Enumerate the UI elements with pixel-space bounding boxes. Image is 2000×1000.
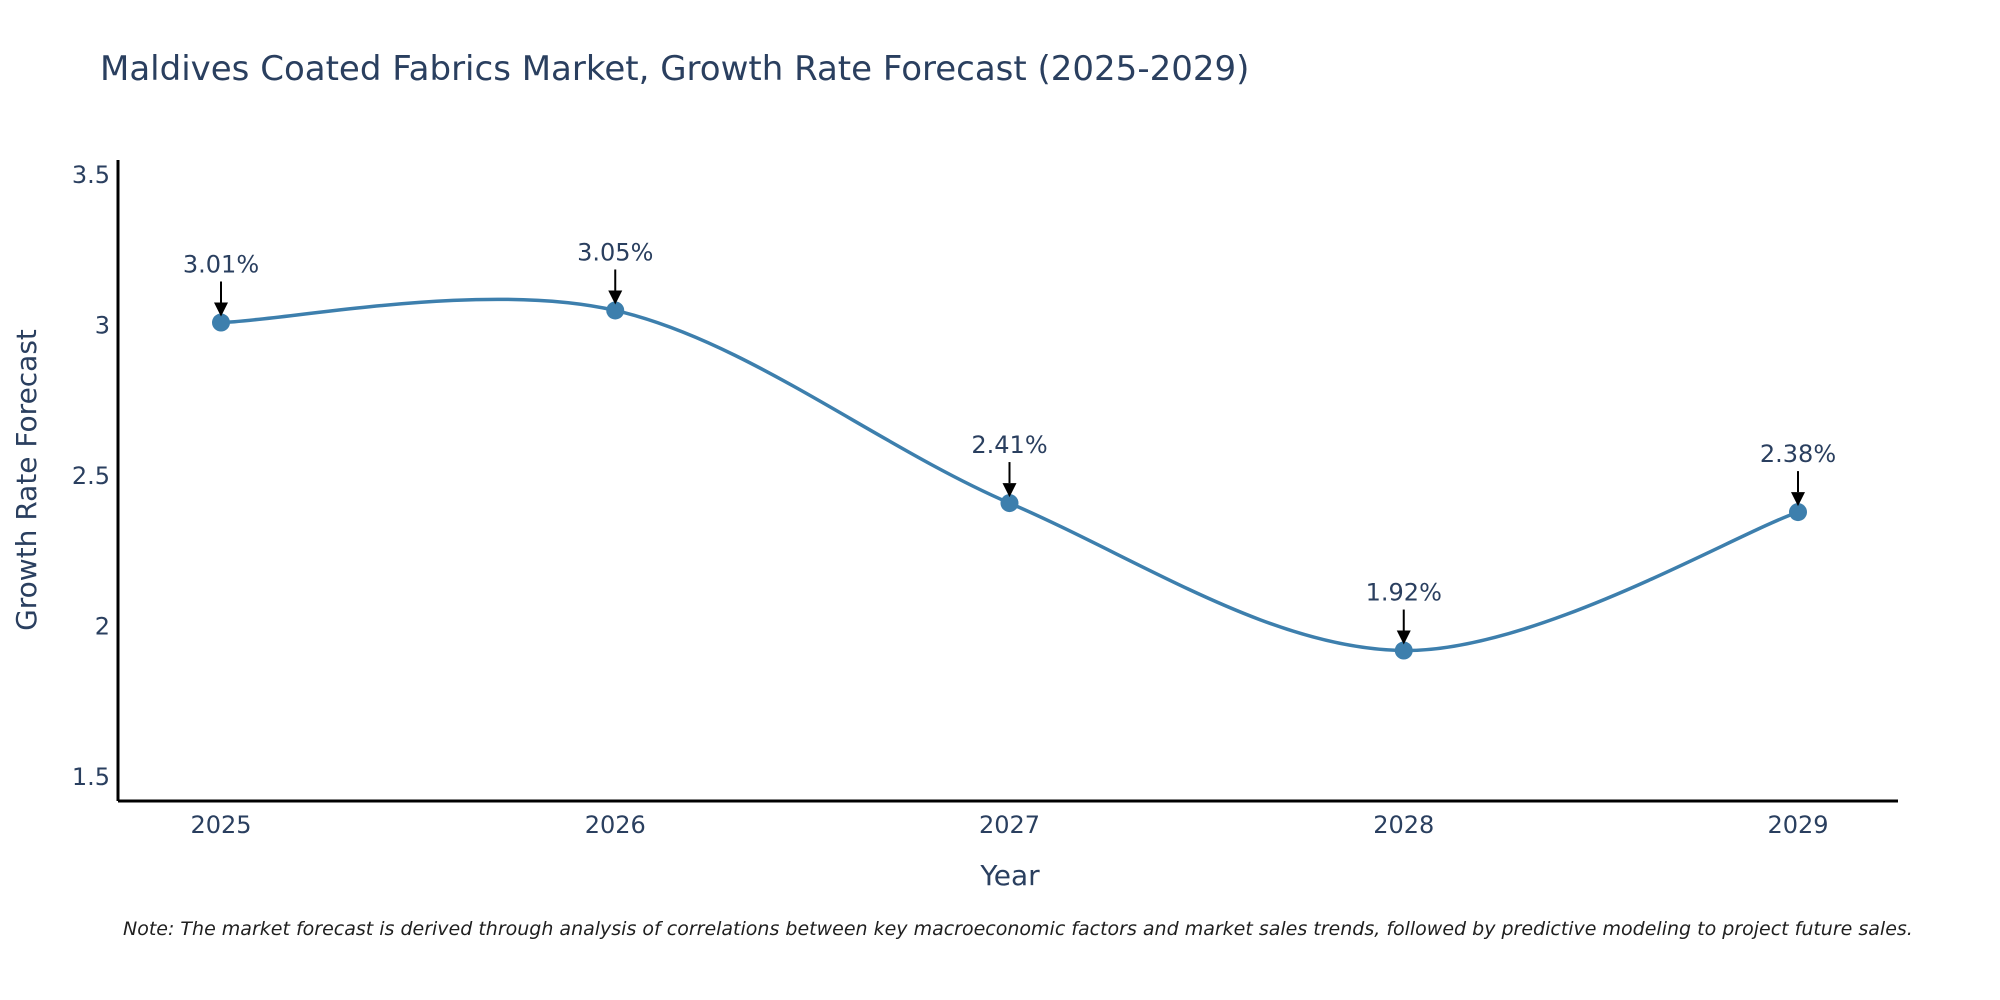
x-tick-label: 2025 [190,811,251,839]
data-label: 2.38% [1760,440,1836,468]
annotation-arrowhead [1396,630,1411,645]
annotation-arrowhead [608,290,623,305]
annotation-arrowhead [1002,483,1017,498]
y-tick-label: 3.5 [72,161,110,189]
data-label: 1.92% [1366,579,1442,607]
y-tick-label: 2 [95,612,110,640]
data-label: 3.01% [183,251,259,279]
y-tick-label: 1.5 [72,763,110,791]
x-tick-label: 2027 [979,811,1040,839]
plot-area: 1.5 2 2.5 3 3.5 2025 2026 2027 2028 2029 3.01% 3.05… [72,160,1898,839]
data-point [1394,641,1413,660]
data-point [212,313,230,332]
x-axis-title: Year [979,859,1040,892]
footnote: Note: The market forecast is derived thr… [123,918,1913,940]
data-label: 3.05% [577,238,653,266]
annotation-arrowhead [214,302,228,317]
annotation-arrowhead [1791,492,1805,507]
x-tick-label: 2029 [1767,811,1828,839]
data-label: 2.41% [971,431,1047,459]
x-tick-label: 2028 [1373,811,1434,839]
data-point [1789,503,1807,522]
data-point [606,301,625,320]
y-tick-label: 2.5 [72,462,110,490]
y-tick-label: 3 [95,312,110,340]
chart-title: Maldives Coated Fabrics Market, Growth R… [100,49,1249,89]
x-tick-label: 2026 [585,811,646,839]
data-point [1000,494,1019,513]
y-axis-title: Growth Rate Forecast [10,329,43,631]
